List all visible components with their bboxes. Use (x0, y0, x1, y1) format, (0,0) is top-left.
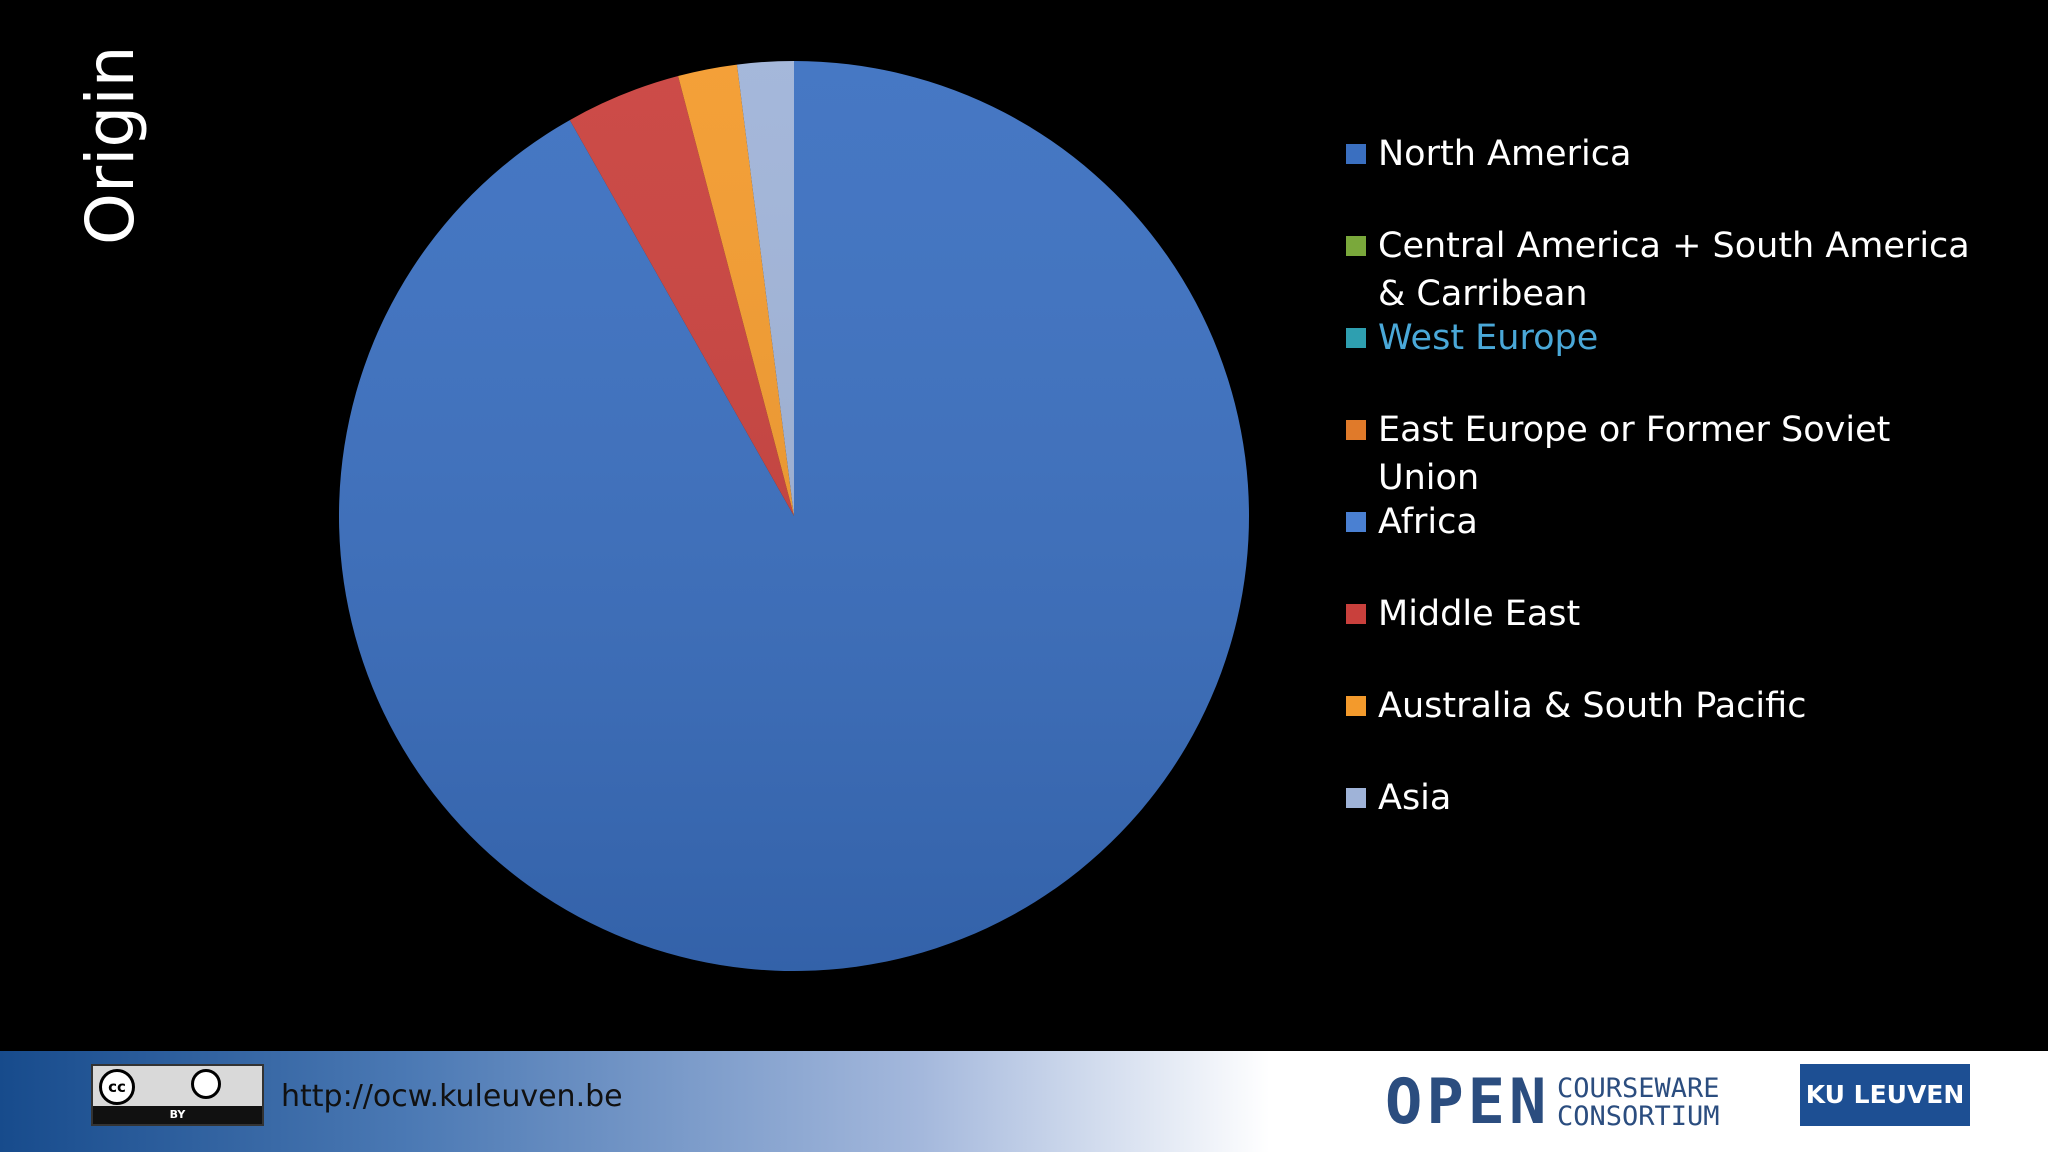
by-icon (191, 1069, 221, 1099)
cc-badge: cc BY (91, 1064, 264, 1126)
url[interactable]: http://ocw.kuleuven.be (281, 1079, 623, 1114)
legend-swatch (1346, 696, 1366, 716)
legend-label: North America (1378, 134, 1632, 174)
consortium: CONSORTIUM (1557, 1101, 1720, 1132)
legend-label: Africa (1378, 502, 1478, 542)
open-logo: OPEN (1385, 1065, 1551, 1138)
courseware: COURSEWARE (1557, 1073, 1720, 1104)
legend-item: Australia & South Pacific (1346, 682, 1986, 730)
legend-label: Asia (1378, 778, 1452, 818)
legend-label: West Europe (1378, 318, 1599, 358)
legend-item: Asia (1346, 774, 1986, 822)
legend-label: Central America + South America & Carrib… (1378, 226, 1970, 314)
legend-label: Australia & South Pacific (1378, 686, 1807, 726)
legend-swatch (1346, 604, 1366, 624)
footer: cc BY http://ocw.kuleuven.be OPEN COURSE… (0, 1051, 2048, 1152)
consortium-logo: COURSEWARE CONSORTIUM (1557, 1075, 1720, 1131)
legend-swatch (1346, 788, 1366, 808)
legend-item: East Europe or Former Soviet Union (1346, 406, 1986, 502)
legend-item: North America (1346, 130, 1986, 178)
legend-swatch (1346, 420, 1366, 440)
legend-item: West Europe (1346, 314, 1986, 362)
legend-swatch (1346, 512, 1366, 532)
legend-label: Middle East (1378, 594, 1581, 634)
legend-swatch (1346, 144, 1366, 164)
legend-item: Africa (1346, 498, 1986, 546)
legend-item: Middle East (1346, 590, 1986, 638)
legend-label: East Europe or Former Soviet Union (1378, 410, 1891, 498)
by-label: BY (93, 1106, 262, 1124)
cc-icon: cc (99, 1069, 135, 1105)
legend-swatch (1346, 236, 1366, 256)
legend-swatch (1346, 328, 1366, 348)
ku-leuven-logo: KU LEUVEN (1800, 1064, 1970, 1126)
legend-item: Central America + South America & Carrib… (1346, 222, 1986, 318)
